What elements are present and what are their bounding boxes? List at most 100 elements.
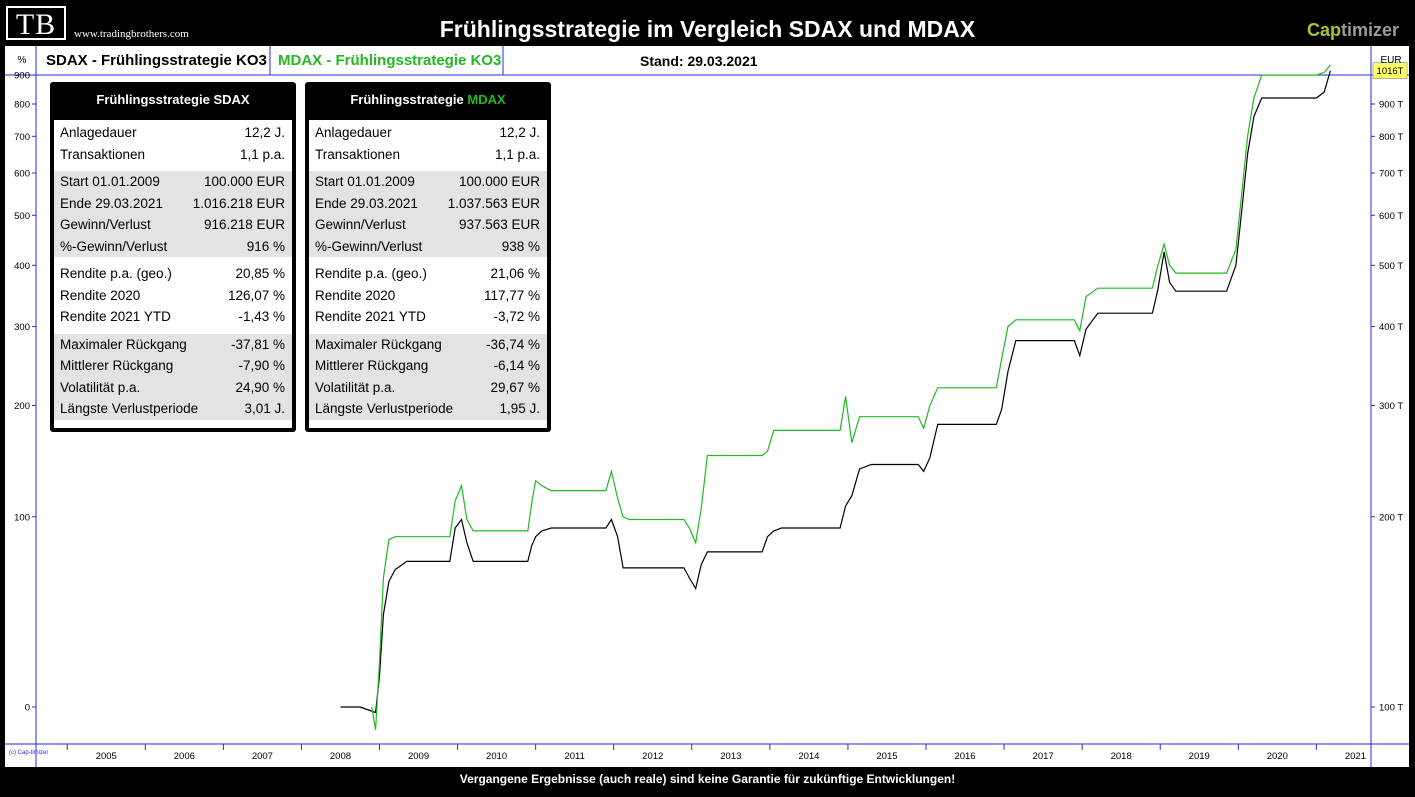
stats-table: Anlagedauer 12,2 J. Transaktionen 1,1 p.a. S… bbox=[309, 120, 547, 428]
stats-value: 100.000 EUR bbox=[203, 174, 285, 189]
right-tick-label: 200 T bbox=[1379, 512, 1403, 523]
stats-key: Maximaler Rückgang bbox=[60, 336, 187, 352]
stats-value: 100.000 EUR bbox=[458, 174, 540, 189]
stats-key: %-Gewinn/Verlust bbox=[315, 238, 423, 254]
stats-row: Rendite 2020 126,07 % bbox=[54, 285, 292, 307]
x-tick-label: 2015 bbox=[876, 751, 897, 762]
stats-value: 24,90 % bbox=[235, 379, 285, 395]
site-url: www.tradingbrothers.com bbox=[74, 28, 189, 40]
stats-key: Längste Verlustperiode bbox=[60, 401, 199, 416]
logo: TB bbox=[6, 6, 66, 41]
stats-row: Gewinn/Verlust 937.563 EUR bbox=[309, 214, 547, 236]
stats-table: Anlagedauer 12,2 J. Transaktionen 1,1 p.a. S… bbox=[54, 120, 292, 428]
brand-part1: Cap bbox=[1306, 20, 1341, 40]
right-tick-label: 900 T bbox=[1379, 100, 1403, 111]
stats-row: Rendite p.a. (geo.) 20,85 % bbox=[54, 263, 292, 285]
stats-value: 916 % bbox=[246, 238, 285, 254]
stats-value: 1,1 p.a. bbox=[239, 146, 285, 162]
stats-key: Volatilität p.a. bbox=[315, 379, 396, 395]
stats-row: Ende 29.03.2021 1.016.218 EUR bbox=[54, 193, 292, 215]
stats-key: Gewinn/Verlust bbox=[315, 217, 406, 232]
x-tick-label: 2009 bbox=[408, 751, 429, 762]
stats-box-title: Frühlingsstrategie SDAX bbox=[50, 82, 296, 118]
stats-row: Längste Verlustperiode 1,95 J. bbox=[309, 398, 547, 420]
disclaimer-footer: Vergangene Ergebnisse (auch reale) sind … bbox=[459, 772, 956, 786]
left-tick-label: 900 bbox=[14, 71, 30, 82]
stats-key: Mittlerer Rückgang bbox=[60, 358, 174, 373]
header-bar: TB www.tradingbrothers.com Frühlingsstra… bbox=[0, 0, 1415, 46]
stats-value: 29,67 % bbox=[490, 379, 540, 395]
x-tick-label: 2014 bbox=[798, 751, 819, 762]
stats-key: Anlagedauer bbox=[60, 125, 137, 140]
x-tick-label: 2008 bbox=[330, 751, 351, 762]
stats-box-mdax: Frühlingsstrategie MDAX Anlagedauer 12,2 J… bbox=[305, 82, 551, 432]
stats-key: Rendite p.a. (geo.) bbox=[60, 266, 172, 281]
x-tick-label: 2006 bbox=[174, 751, 195, 762]
stats-value: -6,14 % bbox=[493, 358, 540, 373]
stats-box-title-text: Frühlingsstrategie SDAX bbox=[96, 92, 250, 107]
stats-box-sdax: Frühlingsstrategie SDAX Anlagedauer 12,2 J… bbox=[50, 82, 296, 432]
stats-row: Ende 29.03.2021 1.037.563 EUR bbox=[309, 193, 547, 215]
series-line-sdax bbox=[340, 70, 1331, 714]
right-tick-label: 300 T bbox=[1379, 401, 1403, 412]
stats-row: Transaktionen 1,1 p.a. bbox=[309, 144, 547, 166]
brand-logo: Captimizer bbox=[1307, 20, 1399, 41]
right-tick-label: 600 T bbox=[1379, 211, 1403, 222]
right-tick-label: 800 T bbox=[1379, 132, 1403, 143]
left-tick-label: 100 bbox=[14, 512, 30, 523]
page-title: Frühlingsstrategie im Vergleich SDAX und… bbox=[439, 16, 976, 42]
last-value-badge bbox=[1372, 62, 1408, 79]
stats-value: 1.016.218 EUR bbox=[192, 195, 285, 211]
stats-key: Rendite 2021 YTD bbox=[60, 309, 171, 324]
stats-row: Gewinn/Verlust 916.218 EUR bbox=[54, 214, 292, 236]
stats-key: Ende 29.03.2021 bbox=[315, 195, 418, 211]
stats-key: Anlagedauer bbox=[315, 125, 392, 140]
right-tick-label: 500 T bbox=[1379, 261, 1403, 272]
stats-row: Anlagedauer 12,2 J. bbox=[54, 122, 292, 144]
stats-key: Maximaler Rückgang bbox=[315, 336, 442, 352]
stats-key: Rendite p.a. (geo.) bbox=[315, 266, 427, 281]
stats-key: Längste Verlustperiode bbox=[315, 401, 454, 416]
stats-row: Volatilität p.a. 24,90 % bbox=[54, 377, 292, 399]
stats-row: Längste Verlustperiode 3,01 J. bbox=[54, 398, 292, 420]
stats-value: -36,74 % bbox=[485, 336, 540, 352]
stats-box-title-text: Frühlingsstrategie bbox=[350, 92, 468, 107]
stats-row: %-Gewinn/Verlust 916 % bbox=[54, 236, 292, 258]
stats-value: -3,72 % bbox=[493, 309, 540, 324]
left-tick-label: 200 bbox=[14, 401, 30, 412]
stand-date: Stand: 29.03.2021 bbox=[640, 53, 758, 69]
stats-box-title-accent: MDAX bbox=[467, 92, 506, 107]
left-tick-label: 400 bbox=[14, 261, 30, 272]
stats-row: Volatilität p.a. 29,67 % bbox=[309, 377, 547, 399]
legend-sdax: SDAX - Frühlingsstrategie KO3 bbox=[46, 52, 267, 69]
stats-group: Anlagedauer 12,2 J. Transaktionen 1,1 p.a. bbox=[54, 122, 292, 165]
left-tick-label: 600 bbox=[14, 168, 30, 179]
stats-row: Mittlerer Rückgang -7,90 % bbox=[54, 355, 292, 377]
stats-key: Start 01.01.2009 bbox=[315, 174, 415, 189]
stats-key: Transaktionen bbox=[315, 146, 401, 162]
stats-row: Maximaler Rückgang -37,81 % bbox=[54, 334, 292, 356]
stats-box-title: Frühlingsstrategie MDAX bbox=[305, 82, 551, 118]
stats-row: Transaktionen 1,1 p.a. bbox=[54, 144, 292, 166]
corner-label: (c) Cap-timizer bbox=[9, 750, 48, 756]
stats-key: Rendite 2020 bbox=[315, 287, 396, 303]
stats-key: %-Gewinn/Verlust bbox=[60, 238, 168, 254]
stats-group: Rendite p.a. (geo.) 21,06 % Rendite 2020 11… bbox=[309, 263, 547, 328]
x-tick-label: 2010 bbox=[486, 751, 507, 762]
stats-row: Rendite 2021 YTD -1,43 % bbox=[54, 306, 292, 328]
x-tick-label: 2018 bbox=[1111, 751, 1132, 762]
x-tick-label: 2007 bbox=[252, 751, 273, 762]
stats-group: Anlagedauer 12,2 J. Transaktionen 1,1 p.a. bbox=[309, 122, 547, 165]
stats-value: 1,1 p.a. bbox=[494, 146, 540, 162]
stats-value: 3,01 J. bbox=[244, 401, 285, 416]
stats-value: -7,90 % bbox=[238, 358, 285, 373]
last-value-label: 1016T bbox=[1377, 66, 1404, 77]
left-unit: % bbox=[17, 55, 27, 66]
stats-key: Mittlerer Rückgang bbox=[315, 358, 429, 373]
line-chart: 0 100 200 300 400 500 600 700 800 900 100 T 200 T 30… bbox=[5, 46, 1409, 767]
stats-row: Anlagedauer 12,2 J. bbox=[309, 122, 547, 144]
stats-value: 117,77 % bbox=[483, 287, 540, 303]
stats-value: -37,81 % bbox=[230, 336, 285, 352]
stats-key: Volatilität p.a. bbox=[60, 379, 141, 395]
x-tick-label: 2017 bbox=[1033, 751, 1054, 762]
